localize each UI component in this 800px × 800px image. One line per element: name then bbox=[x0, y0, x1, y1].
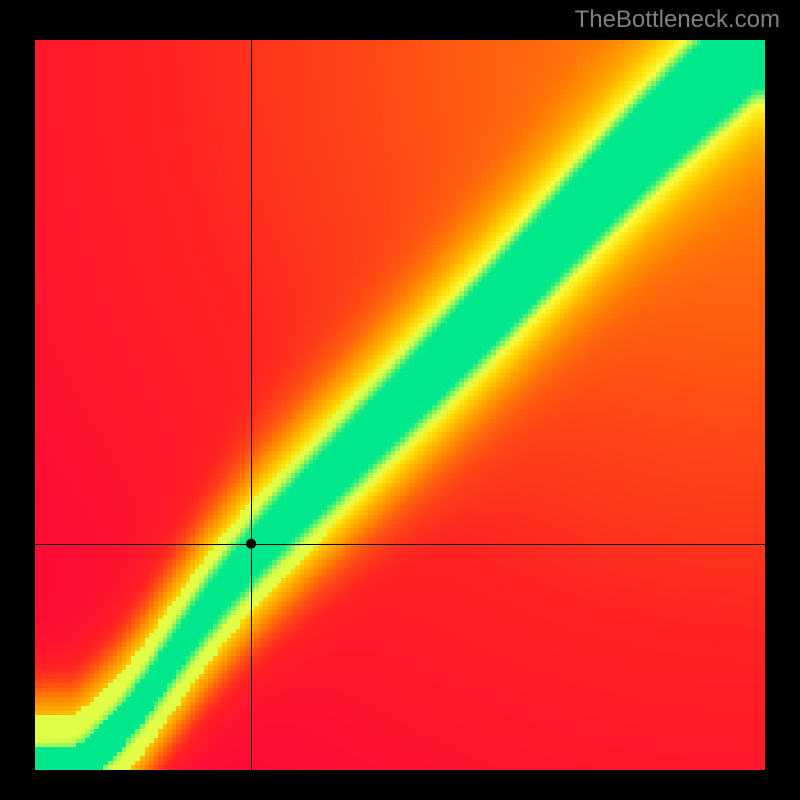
attribution-label: TheBottleneck.com bbox=[575, 6, 780, 34]
chart-root: TheBottleneck.com bbox=[0, 0, 800, 800]
bottleneck-heatmap bbox=[35, 40, 765, 770]
